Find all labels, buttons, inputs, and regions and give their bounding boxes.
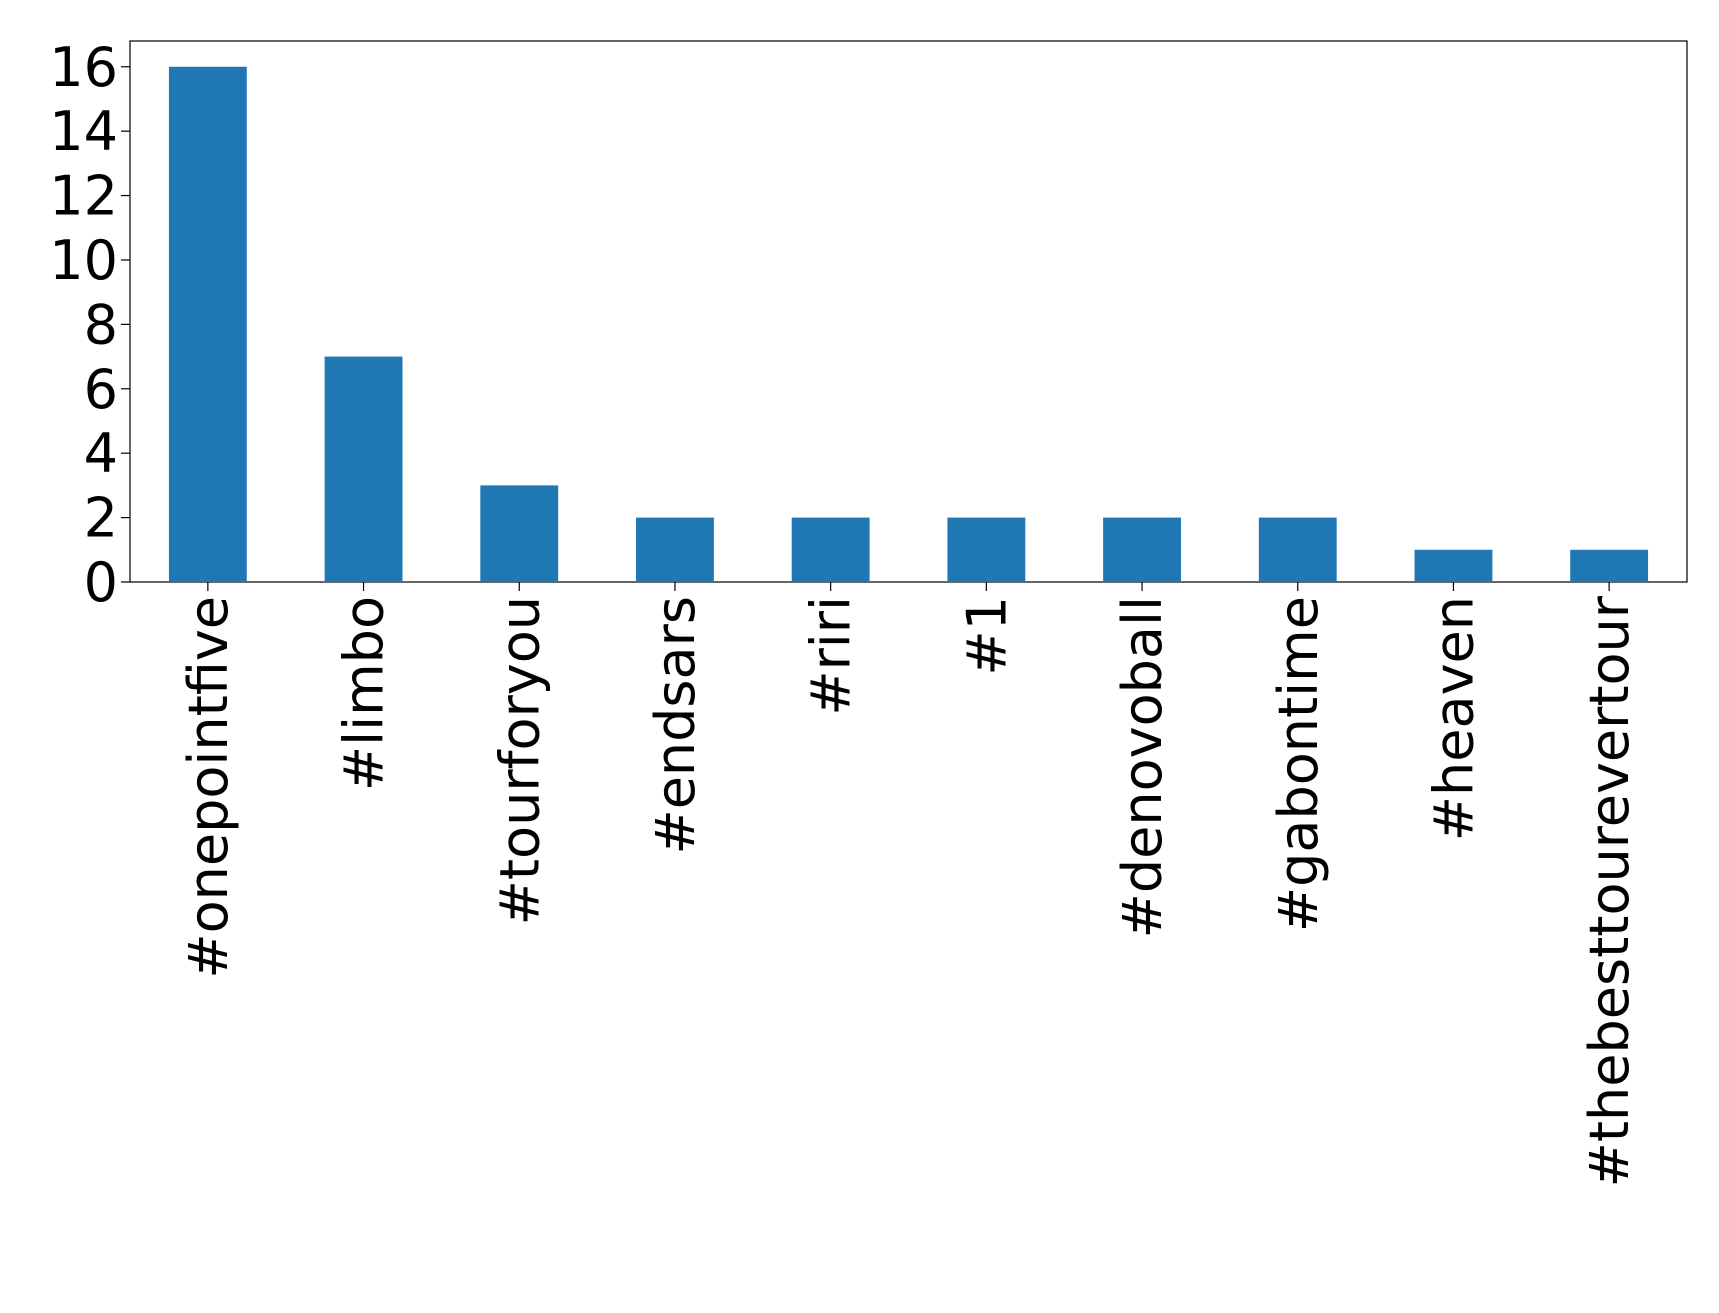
bar bbox=[1103, 517, 1181, 582]
x-tick-label: #riri bbox=[800, 596, 863, 716]
x-tick-label: #heaven bbox=[1422, 596, 1485, 841]
x-tick-label: #denovoball bbox=[1111, 596, 1174, 938]
y-tick-label: 14 bbox=[49, 100, 118, 163]
y-tick-label: 16 bbox=[49, 36, 118, 99]
y-tick-label: 6 bbox=[84, 358, 118, 421]
bar bbox=[168, 66, 247, 582]
y-tick-label: 2 bbox=[84, 487, 118, 550]
y-tick-label: 0 bbox=[84, 551, 118, 614]
y-tick-label: 4 bbox=[84, 422, 118, 485]
x-tick-label: #tourforyou bbox=[488, 596, 551, 925]
x-tick-label: #onepointfive bbox=[177, 596, 240, 979]
x-tick-label: #limbo bbox=[333, 596, 396, 791]
bar bbox=[1570, 549, 1649, 582]
y-tick-label: 10 bbox=[49, 229, 118, 292]
axes-frame bbox=[129, 40, 1688, 583]
bar bbox=[636, 517, 714, 582]
y-tick-label: 8 bbox=[84, 293, 118, 356]
bar bbox=[324, 356, 403, 582]
bar bbox=[947, 517, 1026, 582]
x-tick-label: #1 bbox=[955, 596, 1018, 676]
y-tick-label: 12 bbox=[49, 165, 118, 228]
bar bbox=[480, 485, 559, 582]
bar bbox=[1414, 549, 1493, 582]
bar bbox=[791, 517, 870, 582]
bar bbox=[1258, 517, 1337, 582]
x-tick-label: #endsars bbox=[644, 596, 707, 855]
x-tick-label: #thebesttourevertour bbox=[1578, 595, 1641, 1187]
x-tick-label: #gabontime bbox=[1267, 596, 1330, 932]
